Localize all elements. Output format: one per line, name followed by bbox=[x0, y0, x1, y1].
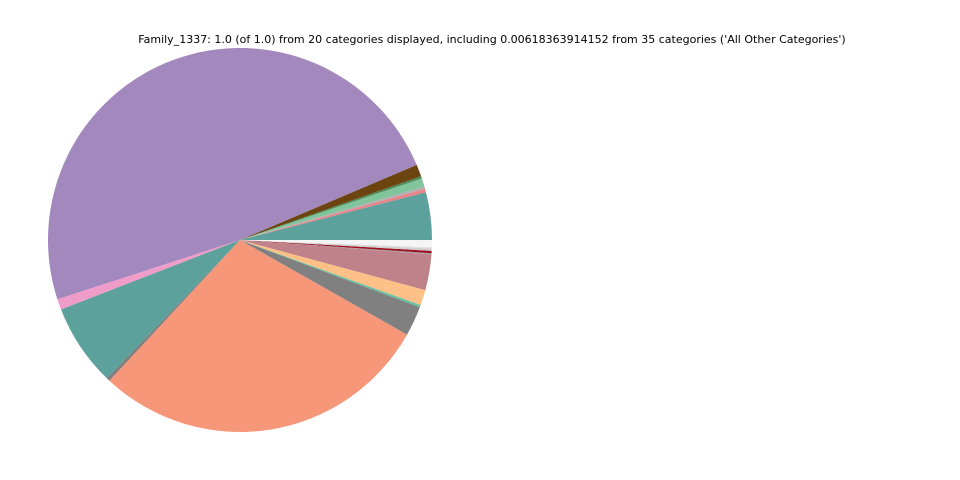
pie-slice bbox=[240, 178, 425, 240]
pie-slice bbox=[240, 192, 432, 240]
pie-slice bbox=[240, 240, 432, 254]
pie-slice bbox=[240, 176, 422, 240]
pie-slice bbox=[240, 240, 432, 248]
pie-slice bbox=[47, 47, 417, 300]
pie-slice bbox=[240, 240, 432, 255]
pie-slice bbox=[57, 240, 240, 310]
pie-slice bbox=[240, 240, 432, 251]
pie-slice bbox=[240, 240, 426, 306]
pie-slice bbox=[106, 240, 240, 381]
pie-slice bbox=[109, 240, 408, 432]
pie-slice bbox=[240, 188, 426, 240]
pie-slice bbox=[240, 186, 426, 240]
pie-slice bbox=[61, 240, 241, 379]
pie-slice bbox=[240, 240, 420, 335]
chart-title: Family_1337: 1.0 (of 1.0) from 20 catego… bbox=[138, 33, 845, 46]
pie-slice bbox=[240, 240, 421, 308]
pie-slice bbox=[240, 240, 432, 291]
pie-slice bbox=[240, 240, 432, 249]
pie-slice bbox=[240, 164, 422, 240]
